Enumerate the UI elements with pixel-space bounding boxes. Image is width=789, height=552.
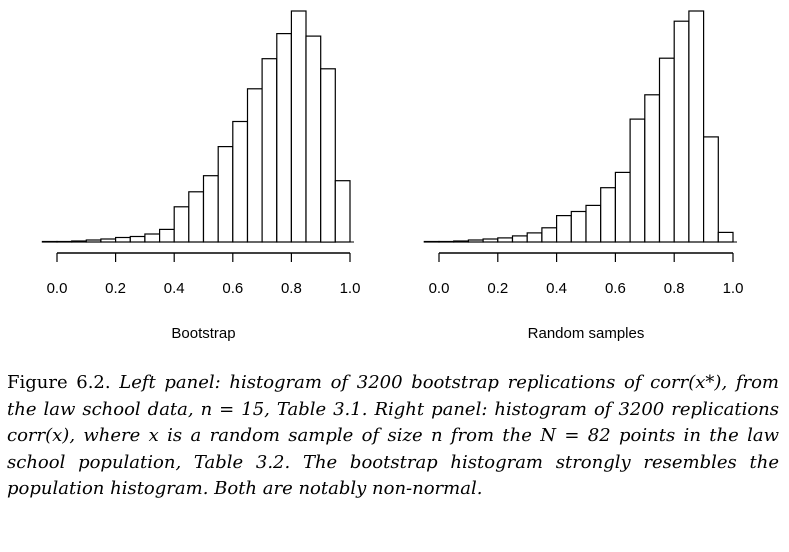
histogram-bar (334, 180, 351, 243)
histogram-bar (688, 10, 705, 243)
histogram-bar (41, 240, 58, 243)
x-tick-label: 1.0 (340, 280, 361, 297)
x-tick-label: 1.0 (723, 280, 744, 297)
histogram-bar (423, 240, 440, 243)
figure-caption: Figure 6.2. Left panel: histogram of 320… (7, 370, 779, 503)
histogram-bar (717, 231, 734, 243)
x-tick-label: 0.8 (281, 280, 302, 297)
histogram-bar (56, 240, 73, 243)
histogram-bar (658, 57, 675, 243)
x-tick-label: 0.2 (105, 280, 126, 297)
histogram-bar (100, 238, 117, 243)
x-tick-label: 0.4 (546, 280, 567, 297)
histogram-bar (71, 240, 87, 243)
x-tick-label: 0.6 (222, 280, 243, 297)
histogram-bar (202, 175, 219, 243)
x-tick-label: 0.8 (664, 280, 685, 297)
x-tick-label: 0.0 (429, 280, 450, 297)
panel-label: Random samples (528, 325, 645, 342)
x-tick-label: 0.0 (47, 280, 68, 297)
histogram-bar (570, 210, 587, 243)
histogram-bar (305, 35, 322, 243)
histogram-bar (217, 146, 234, 243)
histogram-figure: 0.0 0.2 0.4 0.6 0.8 1.0 Bootstrap 0.0 0.2 0.4 0.6… (41, 10, 744, 342)
caption-lead: Figure 6.2. (7, 372, 111, 393)
histogram-bar (644, 94, 661, 243)
histogram-bar (585, 204, 602, 243)
histogram-bar (246, 88, 263, 243)
histogram-bar (673, 20, 690, 243)
histogram-bar (541, 227, 558, 243)
histogram-bar (526, 232, 543, 243)
panel-label: Bootstrap (171, 325, 235, 342)
histogram-bar (232, 120, 249, 243)
histogram-bar (497, 237, 514, 243)
caption-body: Left panel: histogram of 3200 bootstrap … (7, 372, 779, 499)
histogram-bar (85, 239, 102, 243)
histogram-bar (173, 206, 190, 243)
x-tick-label: 0.2 (487, 280, 508, 297)
histogram-bar (453, 240, 470, 243)
x-tick-label: 0.4 (164, 280, 185, 297)
right-histogram-panel: 0.0 0.2 0.4 0.6 0.8 1.0 Random samples (423, 10, 744, 342)
x-tick-label: 0.6 (605, 280, 626, 297)
histogram-bar (290, 10, 307, 243)
histogram-bar (129, 235, 146, 243)
histogram-bar (467, 239, 484, 243)
histogram-bar (629, 118, 646, 243)
left-histogram-panel: 0.0 0.2 0.4 0.6 0.8 1.0 Bootstrap (41, 10, 361, 342)
histogram-bar (188, 191, 205, 243)
histogram-bar (555, 215, 572, 243)
histogram-bar (438, 240, 455, 243)
histogram-bar (320, 68, 336, 243)
histogram-bar (482, 238, 499, 243)
histogram-bar (702, 136, 719, 243)
histogram-bar (144, 233, 161, 243)
histogram-bar (276, 32, 292, 243)
histogram-bar (159, 228, 175, 243)
histogram-bar (511, 235, 528, 243)
histogram-bar (600, 187, 617, 243)
histogram-bar (614, 171, 631, 243)
histogram-bar (261, 58, 278, 243)
histogram-bar (114, 236, 131, 243)
